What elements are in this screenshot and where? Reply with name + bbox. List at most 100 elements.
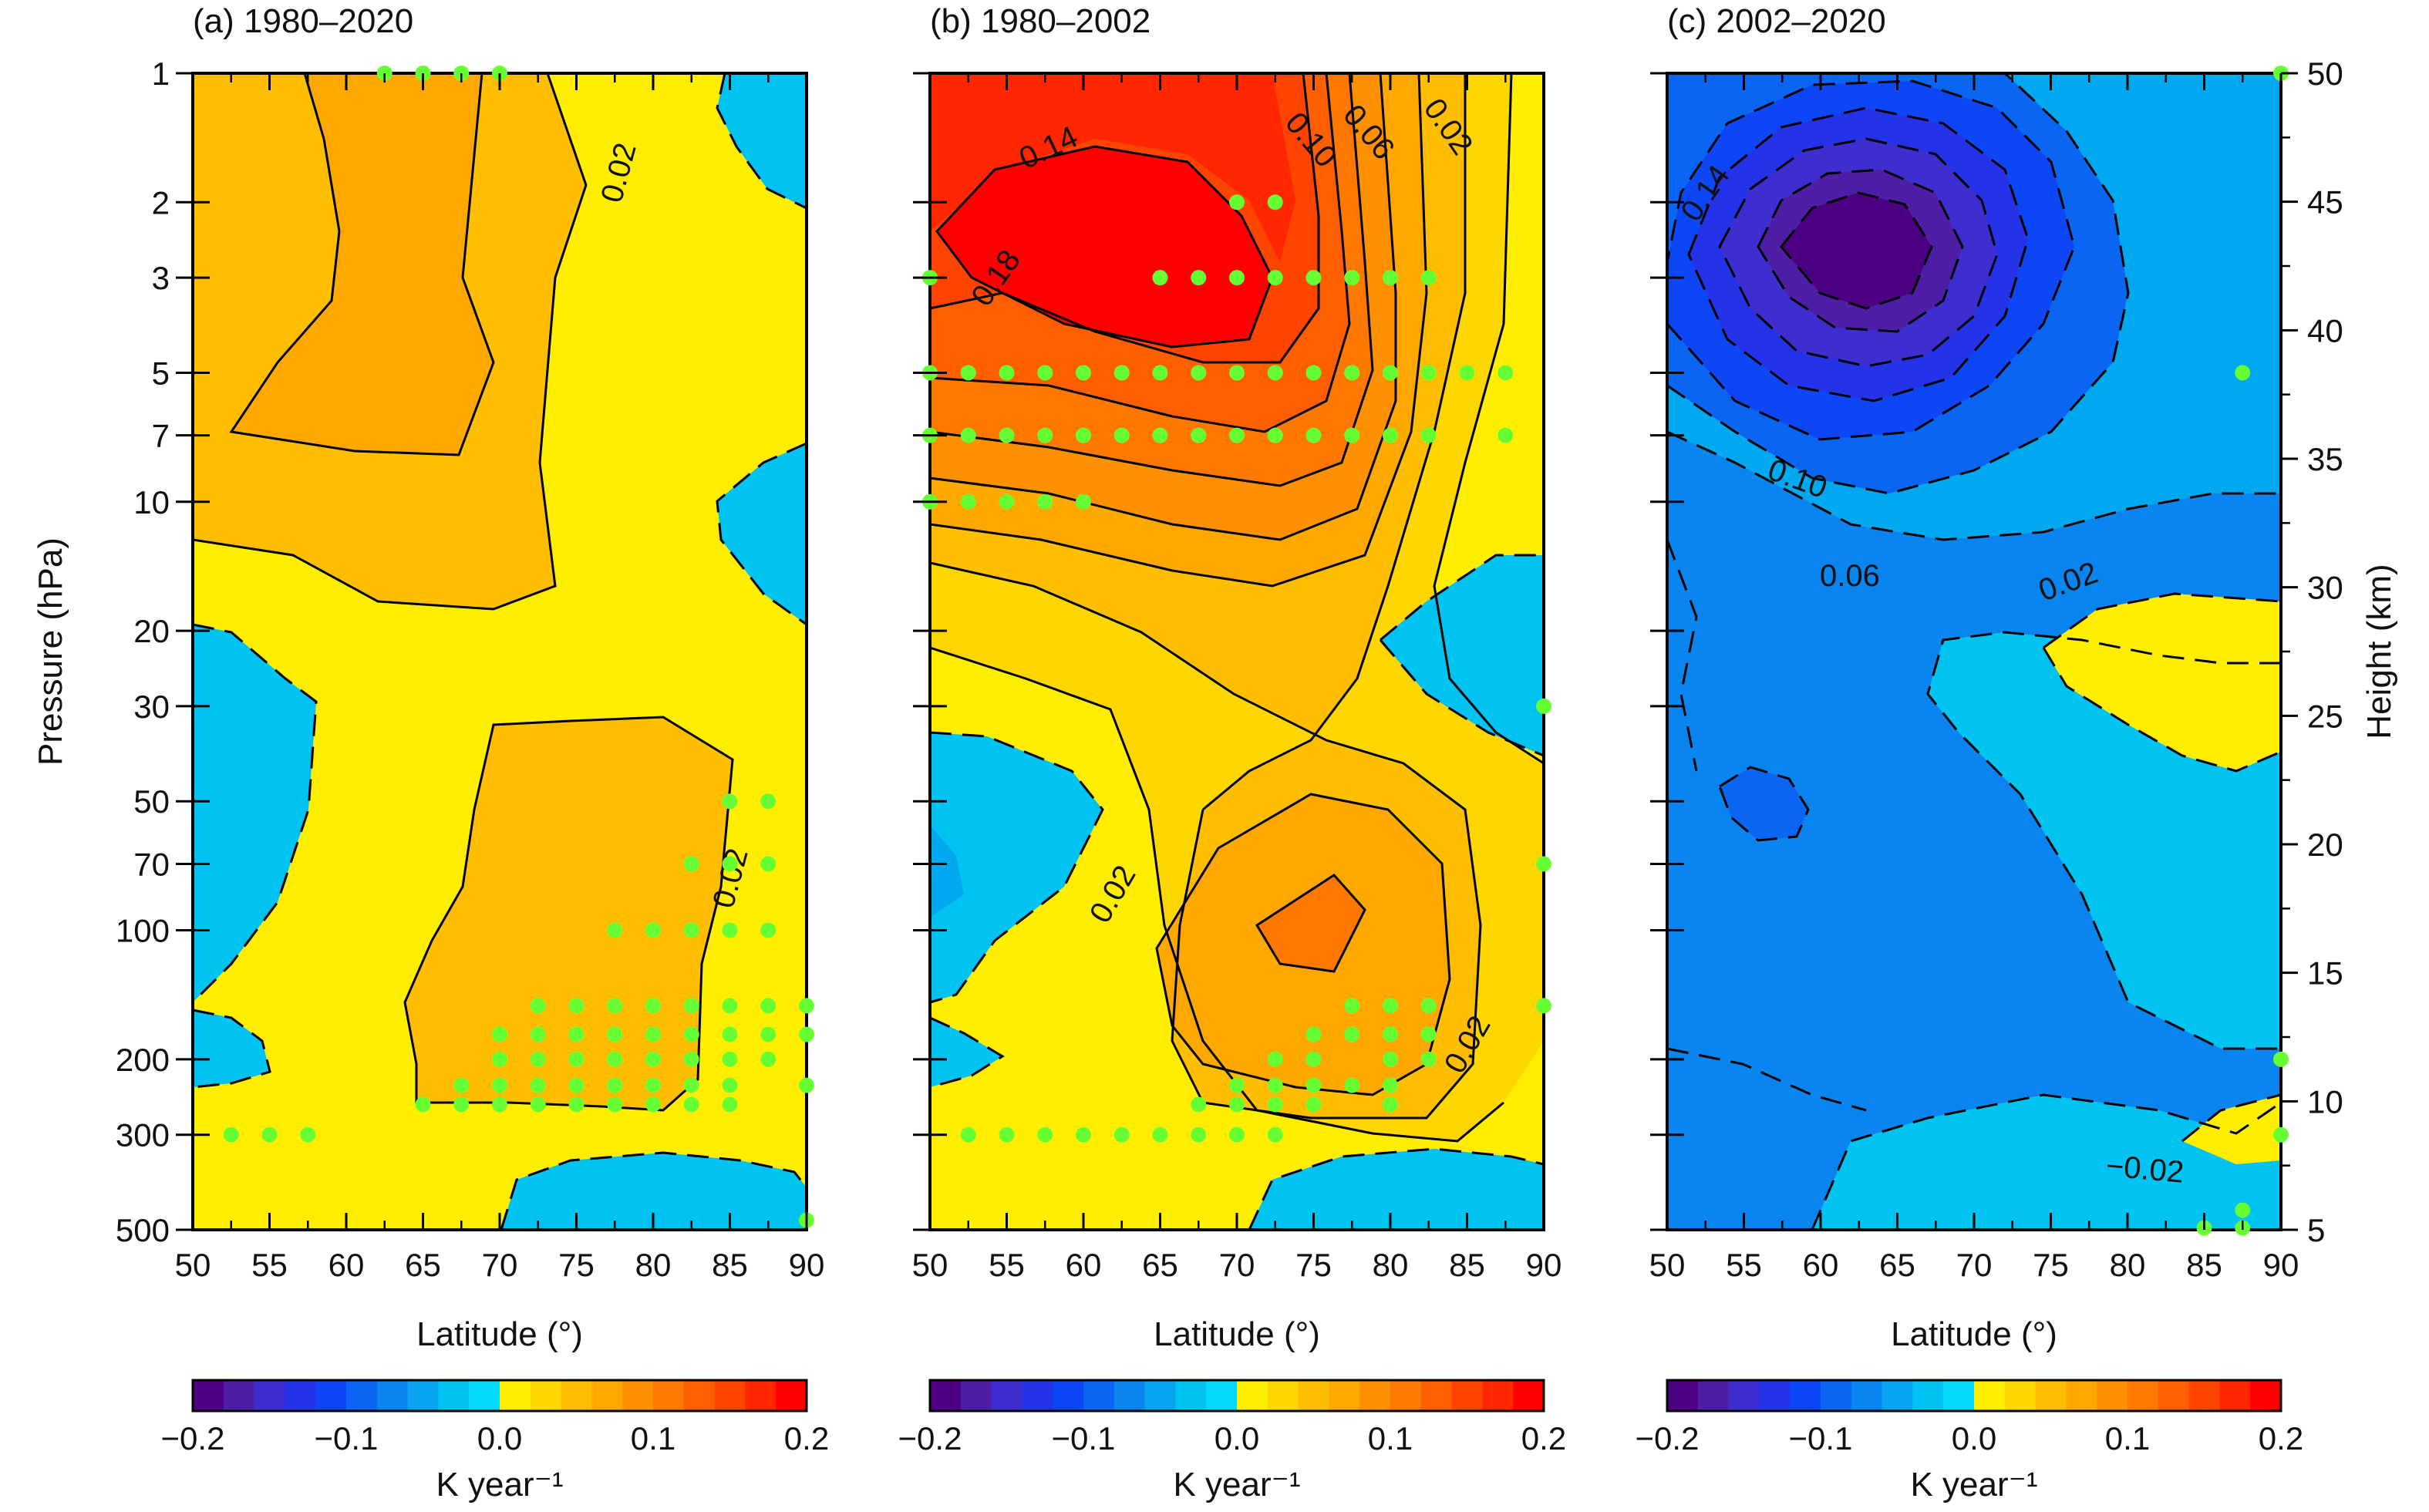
panel-a-region-cyan-bottom: [501, 1153, 807, 1230]
significance-dot: [999, 493, 1015, 510]
panel-b-title: (b) 1980–2002: [930, 2, 1150, 40]
significance-dot: [2235, 1202, 2251, 1218]
colorbar-swatch: [1298, 1380, 1329, 1411]
x-tick-label: 85: [1449, 1247, 1485, 1283]
panel-b-sig-points: [922, 194, 1551, 1143]
x-tick-label: 75: [558, 1247, 595, 1283]
significance-dot: [1344, 1077, 1360, 1093]
x-tick-label: 65: [1142, 1247, 1178, 1283]
panel-c: (c) 2002–2020: [1649, 2, 2343, 1353]
panel-b-region-cyan-left-low: [930, 1018, 1002, 1087]
significance-dot: [799, 1026, 814, 1042]
significance-dot: [1152, 427, 1168, 443]
significance-dot: [760, 856, 777, 872]
panel-c-contour-label: 0.06: [1820, 559, 1880, 593]
significance-dot: [1267, 427, 1283, 443]
colorbar-swatch: [1821, 1380, 1852, 1411]
colorbar-tick-label: 0.1: [631, 1420, 675, 1456]
significance-dot: [568, 998, 585, 1014]
panel-c-height-axis: 50 45 40 35 30 25 20 15 10 5: [2281, 56, 2343, 1248]
colorbar-swatch: [193, 1380, 224, 1411]
significance-dot: [1383, 1096, 1398, 1113]
significance-dot: [1536, 998, 1551, 1014]
significance-dot: [607, 1026, 623, 1042]
significance-dot: [568, 1077, 585, 1093]
colorbar-c: −0.2 −0.1 0.0 0.1 0.2 K year⁻¹: [1636, 1379, 2303, 1504]
significance-dot: [683, 1096, 699, 1113]
significance-dot: [760, 922, 777, 938]
y-tick-label: 30: [133, 689, 170, 725]
significance-dot: [645, 922, 661, 938]
colorbar-tick-label: 0.0: [1952, 1420, 1996, 1456]
panel-a-title: (a) 1980–2020: [193, 2, 413, 40]
x-tick-label: 90: [1526, 1247, 1562, 1283]
panel-b-region-cyan-bottom: [1249, 1149, 1544, 1230]
significance-dot: [1497, 365, 1514, 381]
colorbar-label: K year⁻¹: [1910, 1466, 2037, 1504]
significance-dot: [1383, 1026, 1398, 1042]
x-tick-label: 50: [175, 1247, 211, 1283]
x-tick-label: 70: [1219, 1247, 1255, 1283]
significance-dot: [1420, 1051, 1437, 1067]
significance-dot: [722, 856, 738, 872]
x-tick-label: 85: [712, 1247, 748, 1283]
significance-dot: [722, 1077, 738, 1093]
panel-c-contour-label: −0.02: [2104, 1149, 2185, 1190]
panel-b-region-deep-orange: [1257, 875, 1365, 972]
height-tick-label: 50: [2307, 56, 2343, 92]
significance-dot: [1037, 427, 1053, 443]
significance-dot: [607, 1077, 623, 1093]
significance-dot: [530, 1026, 546, 1042]
height-tick-label: 20: [2307, 827, 2343, 863]
significance-dot: [530, 1077, 546, 1093]
colorbar-swatch: [2066, 1380, 2097, 1411]
y-tick-label: 100: [116, 913, 170, 949]
colorbar-tick-label: 0.0: [1214, 1420, 1259, 1456]
panel-c-field: 0.14 0.10 0.06 0.02 −0.02: [1667, 73, 2281, 1230]
colorbar-swatch: [2097, 1380, 2128, 1411]
colorbar-tick-label: −0.2: [1636, 1420, 1700, 1456]
colorbar-swatch: [1113, 1380, 1146, 1411]
significance-dot: [1383, 270, 1398, 286]
colorbar-tick-label: −0.2: [898, 1420, 962, 1456]
significance-dot: [1191, 1096, 1207, 1113]
panel-b-region-cyan-left: [930, 732, 1103, 1002]
height-tick-label: 25: [2307, 698, 2343, 734]
significance-dot: [1305, 365, 1322, 381]
significance-dot: [453, 1096, 470, 1113]
y-tick-label: 300: [116, 1117, 170, 1153]
x-tick-label: 80: [1373, 1247, 1409, 1283]
significance-dot: [1344, 998, 1360, 1014]
x-tick-label: 70: [482, 1247, 518, 1283]
significance-dot: [2235, 365, 2251, 381]
colorbar-swatch: [1513, 1380, 1545, 1411]
colorbar-swatch: [683, 1380, 716, 1411]
panel-c-region-yellow-low: [2182, 1095, 2281, 1164]
significance-dot: [1113, 427, 1130, 443]
significance-dot: [1497, 427, 1514, 443]
x-tick-label: 55: [251, 1247, 288, 1283]
colorbar-swatch: [1206, 1380, 1238, 1411]
colorbar-tick-label: 0.0: [477, 1420, 522, 1456]
significance-dot: [1229, 270, 1245, 286]
colorbar-tick-label: −0.1: [1052, 1420, 1116, 1456]
y-tick-label: 50: [133, 783, 170, 820]
height-tick-label: 45: [2307, 184, 2343, 221]
significance-dot: [530, 998, 546, 1014]
colorbar-swatch: [745, 1380, 777, 1411]
significance-dot: [722, 1096, 738, 1113]
significance-dot: [1191, 1126, 1207, 1143]
colorbar-swatch: [2188, 1380, 2220, 1411]
colorbar-swatch: [1667, 1380, 1699, 1411]
colorbar-swatch: [1053, 1380, 1084, 1411]
significance-dot: [1344, 365, 1360, 381]
colorbar-swatch: [2158, 1380, 2190, 1411]
colorbar-swatch: [223, 1380, 255, 1411]
colorbar-swatch: [254, 1380, 285, 1411]
significance-dot: [645, 1096, 661, 1113]
significance-dot: [960, 493, 976, 510]
significance-dot: [1383, 998, 1398, 1014]
significance-dot: [530, 1051, 546, 1067]
significance-dot: [722, 1051, 738, 1067]
panel-b-band-8: [930, 73, 1295, 262]
